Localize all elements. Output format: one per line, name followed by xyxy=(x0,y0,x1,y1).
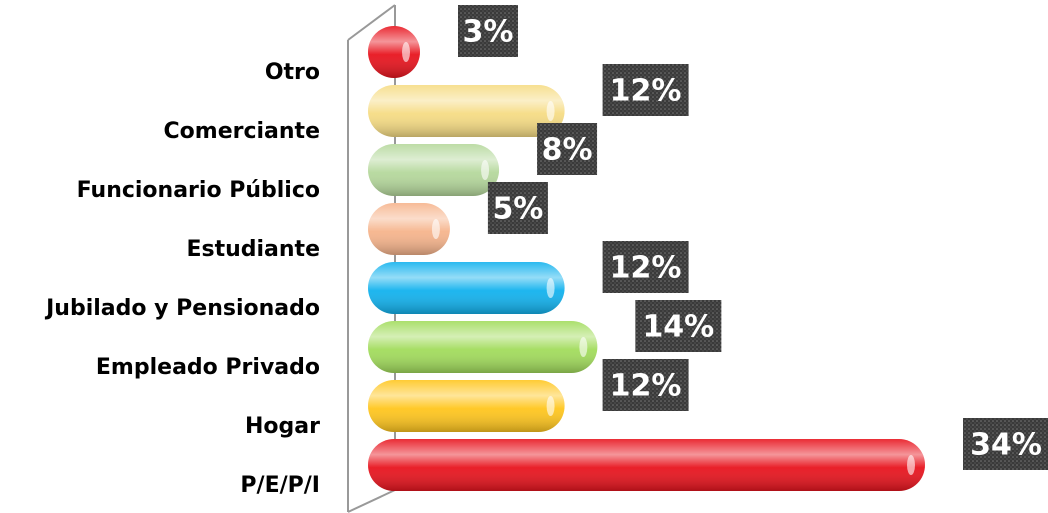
category-label: Otro xyxy=(265,60,320,85)
category-label: Comerciante xyxy=(164,119,320,144)
value-label: 34% xyxy=(970,428,1042,463)
value-label: 3% xyxy=(463,15,514,50)
value-label-box xyxy=(602,359,689,411)
bar-cap xyxy=(546,396,555,416)
bar-cap xyxy=(579,337,588,357)
bar-cap xyxy=(546,101,555,121)
bar-shine xyxy=(368,380,565,432)
category-label: Funcionario Público xyxy=(77,178,320,203)
value-label-box xyxy=(487,182,548,234)
bar-shine xyxy=(368,85,565,137)
value-label: 8% xyxy=(542,133,593,168)
bar-shine xyxy=(368,321,598,373)
bar-shine xyxy=(368,144,500,196)
value-label: 14% xyxy=(642,310,714,345)
bar-cap xyxy=(907,455,915,475)
bar-shine xyxy=(368,203,450,255)
value-label-box xyxy=(602,64,689,116)
axis-wall xyxy=(347,4,396,513)
value-label: 12% xyxy=(610,369,682,404)
bar-cap xyxy=(402,42,410,62)
bar-cap xyxy=(546,278,555,298)
category-label: Estudiante xyxy=(186,237,320,262)
value-label: 12% xyxy=(610,74,682,109)
value-label-box xyxy=(635,300,722,352)
bar-shine xyxy=(368,262,565,314)
category-label: P/E/P/I xyxy=(240,473,320,498)
category-label: Jubilado y Pensionado xyxy=(44,296,320,321)
bar-shine xyxy=(368,26,420,78)
bar-shine xyxy=(368,439,925,491)
value-label-box xyxy=(458,5,518,57)
bar-cap xyxy=(481,160,490,180)
value-label-box xyxy=(602,241,689,293)
value-label: 5% xyxy=(492,192,543,227)
value-label-box xyxy=(537,123,598,175)
value-label-box xyxy=(963,418,1048,470)
bar-cap xyxy=(431,219,440,239)
value-label: 12% xyxy=(610,251,682,286)
category-label: Hogar xyxy=(245,414,320,439)
category-label: Empleado Privado xyxy=(96,355,320,380)
